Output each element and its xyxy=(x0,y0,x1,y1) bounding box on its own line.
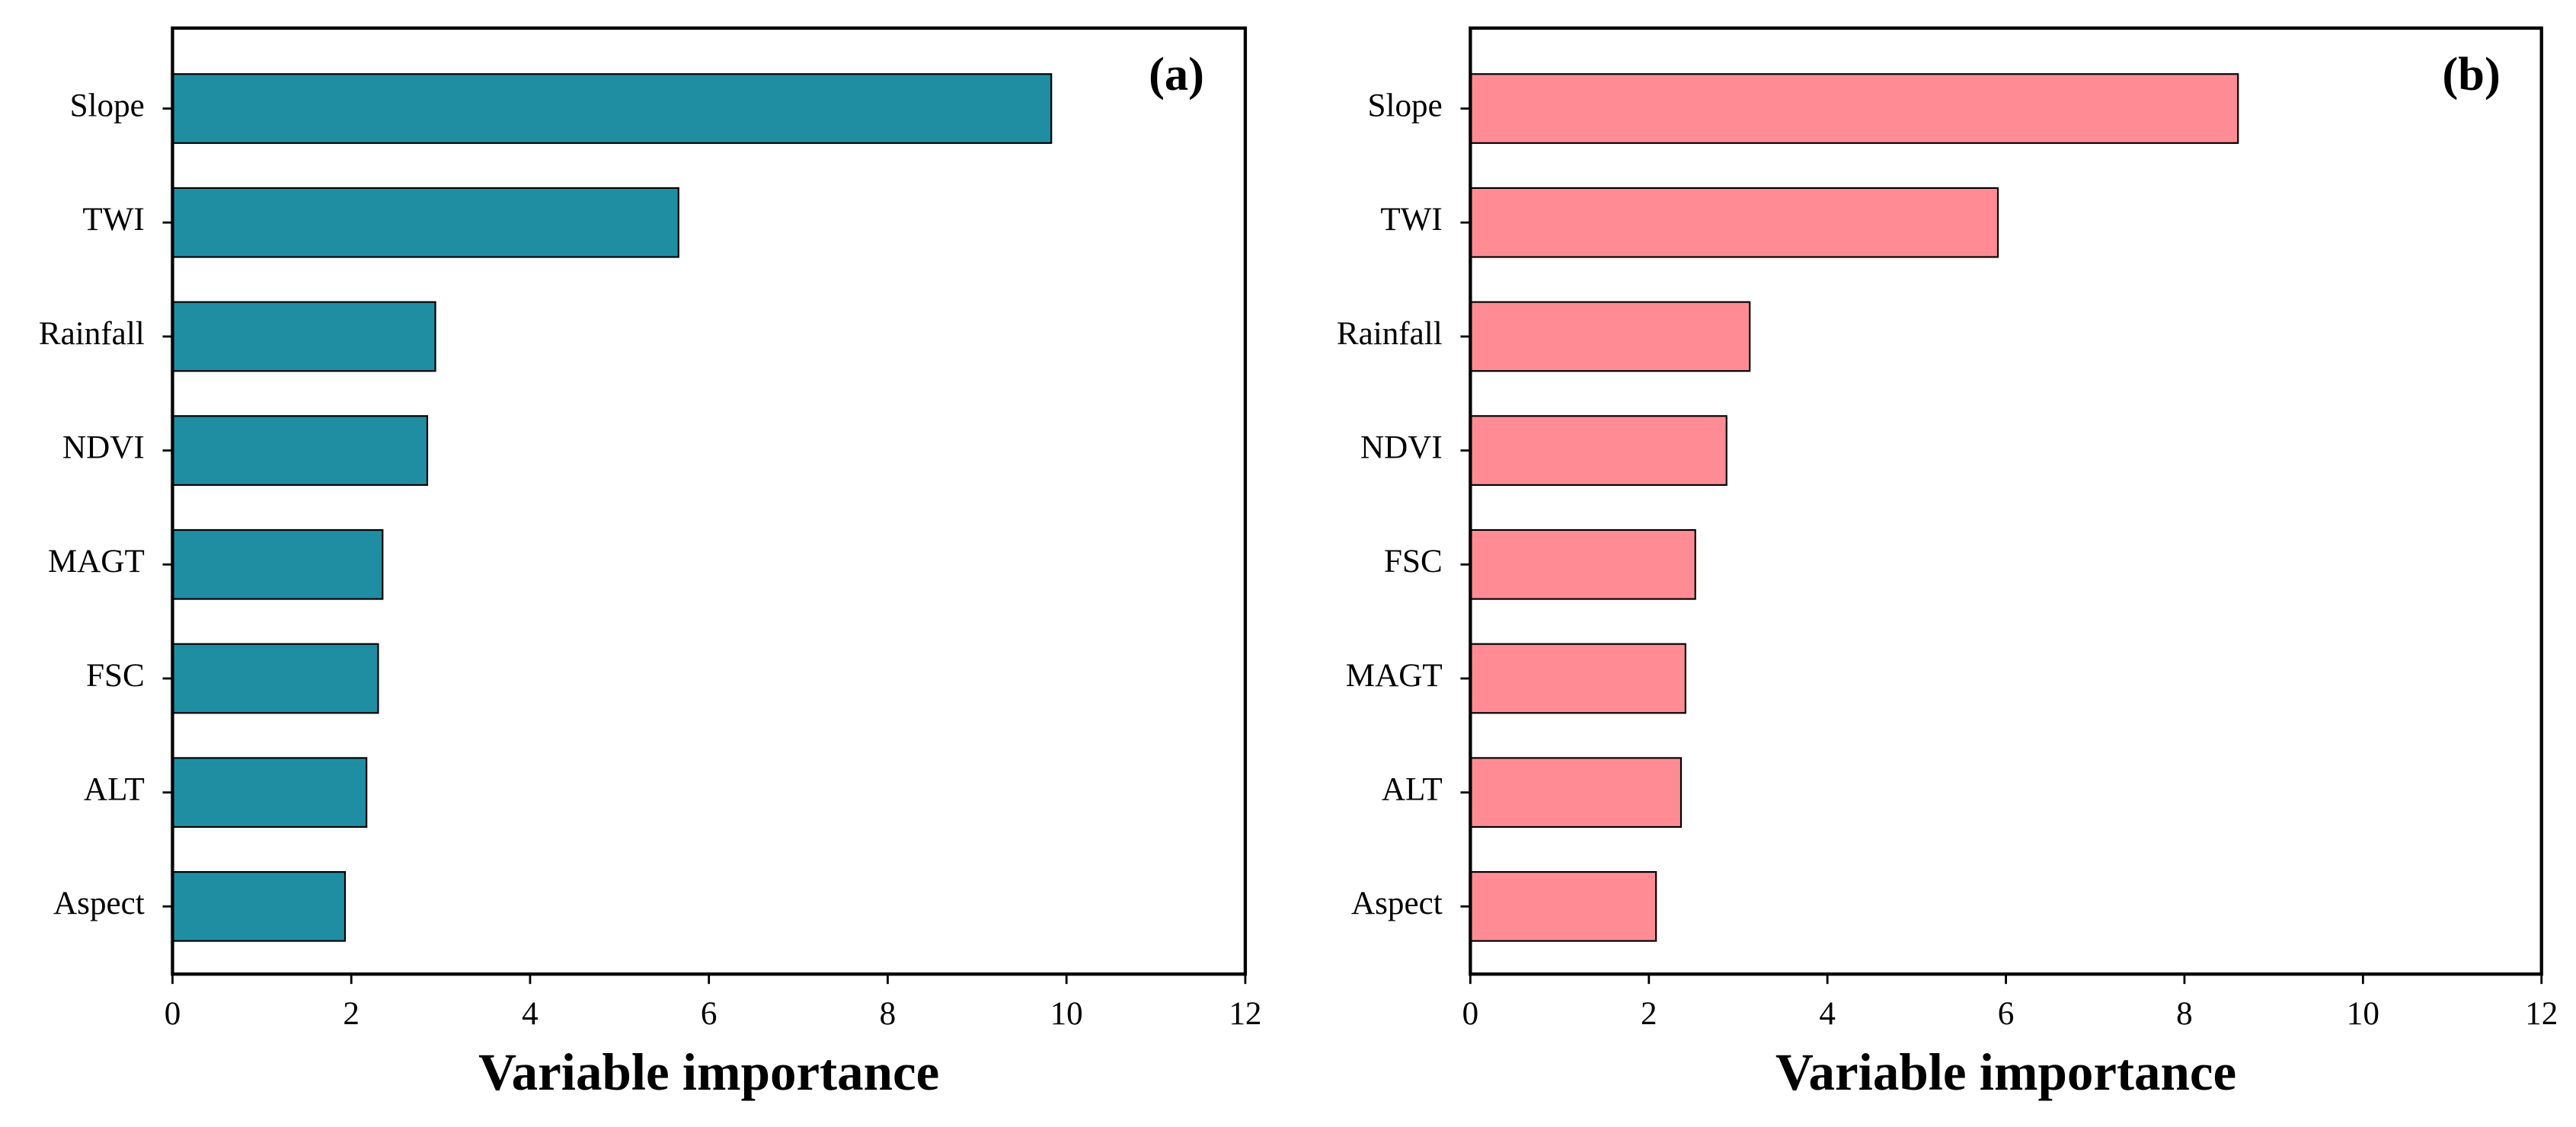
bar xyxy=(171,301,436,372)
x-tick-label: 10 xyxy=(1050,996,1083,1032)
y-tick-label: TWI xyxy=(82,202,144,238)
x-tick-label: 8 xyxy=(880,996,896,1032)
axes-frame xyxy=(171,26,1248,976)
bar xyxy=(1469,73,2239,144)
y-tick-label: ALT xyxy=(1382,772,1443,808)
bar xyxy=(171,415,429,486)
axes-frame xyxy=(1469,26,2543,976)
x-tick-label: 2 xyxy=(343,996,360,1032)
bar xyxy=(171,643,379,714)
bar xyxy=(1469,870,1657,942)
y-tick-label: NDVI xyxy=(1360,429,1443,465)
y-tick-label: Aspect xyxy=(53,886,145,921)
x-tick-label: 0 xyxy=(165,996,181,1032)
bar xyxy=(171,870,347,942)
y-tick-label: FSC xyxy=(1384,544,1443,579)
panel-label: (b) xyxy=(2442,47,2500,101)
y-tick-label: Rainfall xyxy=(1337,316,1443,352)
bar xyxy=(171,73,1053,144)
y-tick-label: Rainfall xyxy=(39,316,145,352)
x-tick-label: 4 xyxy=(1819,996,1836,1032)
y-tick-label: ALT xyxy=(84,772,145,808)
bar xyxy=(171,528,384,600)
bar xyxy=(171,187,679,258)
bar xyxy=(171,757,368,828)
y-tick-label: NDVI xyxy=(62,429,145,465)
bar xyxy=(1469,528,1696,600)
x-tick-label: 6 xyxy=(701,996,718,1032)
bar xyxy=(1469,301,1751,372)
y-tick-label: Aspect xyxy=(1351,886,1443,921)
y-tick-label: TWI xyxy=(1380,202,1442,238)
bar xyxy=(1469,643,1686,714)
x-tick-label: 12 xyxy=(1229,996,1261,1032)
y-tick-label: Slope xyxy=(1368,88,1443,123)
x-axis-label: Variable importance xyxy=(478,1042,939,1101)
x-tick-label: 4 xyxy=(522,996,539,1032)
x-tick-label: 10 xyxy=(2347,996,2379,1032)
y-tick-label: MAGT xyxy=(48,544,145,579)
x-tick-label: 6 xyxy=(1998,996,2015,1032)
y-tick-label: FSC xyxy=(86,658,145,694)
y-tick-label: Slope xyxy=(70,88,145,123)
y-tick-label: MAGT xyxy=(1346,658,1443,694)
bar xyxy=(1469,757,1683,828)
x-tick-label: 2 xyxy=(1641,996,1657,1032)
bar xyxy=(1469,187,1999,258)
x-tick-label: 12 xyxy=(2525,996,2558,1032)
x-tick-label: 0 xyxy=(1462,996,1479,1032)
panel-label: (a) xyxy=(1149,47,1204,101)
bar xyxy=(1469,415,1727,486)
x-tick-label: 8 xyxy=(2176,996,2193,1032)
x-axis-label: Variable importance xyxy=(1775,1042,2236,1101)
